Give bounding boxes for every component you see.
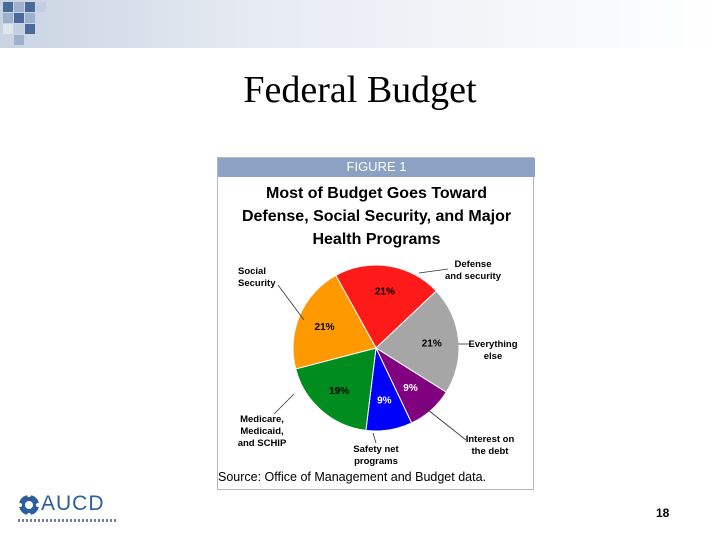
slice-category-label: Everything — [468, 339, 517, 350]
slice-category-label: Social — [238, 266, 266, 277]
slice-category-label: else — [484, 351, 503, 362]
logo-tagline-decoration — [18, 519, 118, 522]
pie-slice — [295, 347, 377, 431]
source-note: Source: Office of Management and Budget … — [218, 470, 486, 484]
aucd-logo: AUCD — [18, 490, 118, 530]
top-decorative-band — [0, 0, 720, 48]
page-number: 18 — [656, 506, 670, 520]
chart-title-line: Health Programs — [312, 231, 441, 248]
chart-figure: FIGURE 1 Most of Budget Goes Toward Defe… — [217, 157, 535, 490]
figure-header-band: FIGURE 1 — [218, 158, 535, 177]
slice-category-label: Medicaid, — [240, 426, 283, 437]
pie-slice — [292, 274, 377, 370]
slice-category-label: and security — [445, 271, 502, 282]
slice-percent-label: 9% — [403, 383, 418, 394]
pie-slice — [335, 264, 438, 349]
chart-title: Most of Budget Goes Toward Defense, Soci… — [222, 182, 531, 251]
leader-line — [418, 268, 449, 274]
leader-line — [273, 393, 295, 415]
slice-category-label: programs — [354, 456, 398, 467]
slide-title: Federal Budget — [243, 69, 477, 111]
slice-percent-label: 19% — [329, 386, 349, 397]
slice-category-label: Defense — [455, 259, 492, 270]
pie-slice — [375, 290, 460, 393]
slice-percent-label: 21% — [315, 322, 335, 333]
slice-category-label: the debt — [472, 446, 510, 457]
leader-line — [422, 405, 467, 441]
leader-line — [277, 284, 305, 321]
slice-category-label: and SCHIP — [238, 438, 287, 449]
slice-percent-label: 21% — [422, 339, 442, 350]
slice-category-label: Security — [238, 278, 276, 289]
chart-title-line: Most of Budget Goes Toward — [265, 185, 488, 202]
leader-line — [372, 432, 377, 444]
figure-label: FIGURE 1 — [346, 159, 407, 174]
slice-percent-label: 9% — [377, 395, 392, 406]
slice-category-label: Interest on — [466, 434, 515, 445]
slice-percent-label: 21% — [375, 287, 395, 298]
chart-title-line: Defense, Social Security, and Major — [241, 208, 512, 225]
slice-category-label: Safety net — [353, 444, 399, 455]
slice-category-label: Medicare, — [240, 414, 284, 425]
logo-text: AUCD — [41, 492, 105, 515]
logo-globe-icon — [18, 493, 40, 517]
